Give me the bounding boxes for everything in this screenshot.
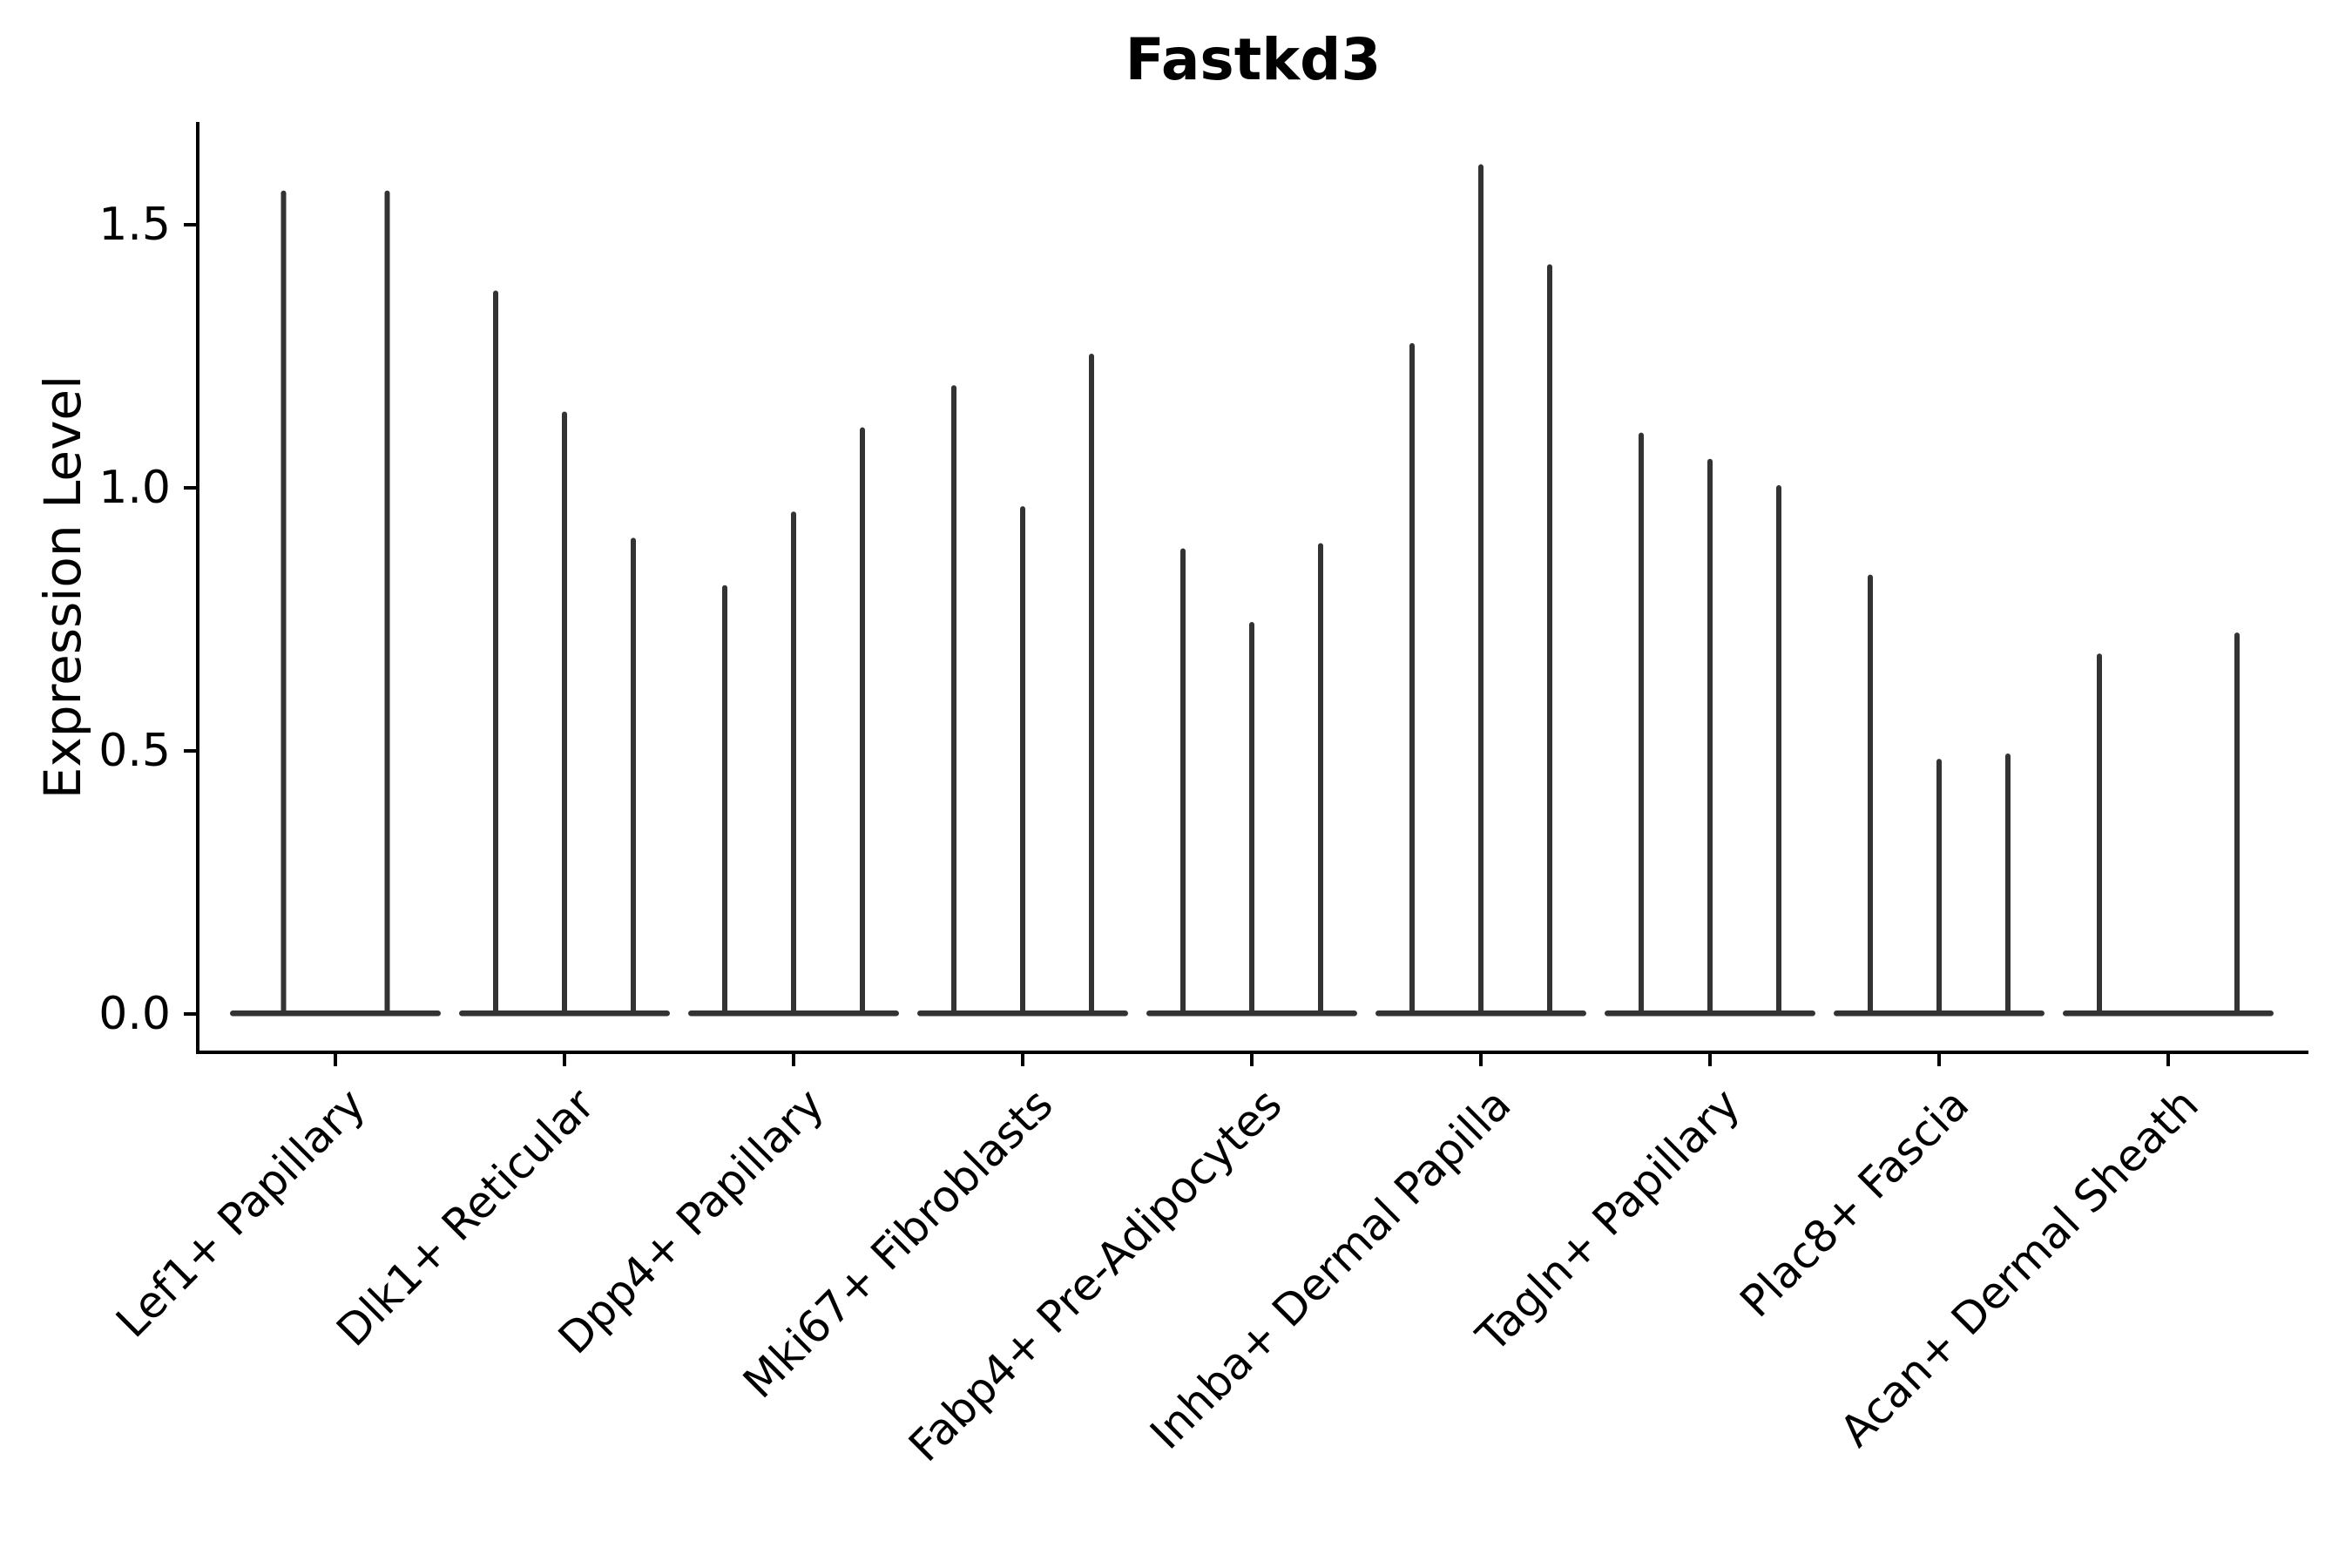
y-tick-label: 1.5: [98, 199, 171, 251]
violin-body: [2063, 1010, 2274, 1017]
chart-title: Fastkd3: [1125, 26, 1382, 93]
violin-body: [230, 1010, 441, 1017]
y-tick-label: 1.0: [98, 462, 171, 514]
y-tick-label: 0.5: [98, 725, 171, 777]
y-tick-label: 0.0: [98, 988, 171, 1040]
